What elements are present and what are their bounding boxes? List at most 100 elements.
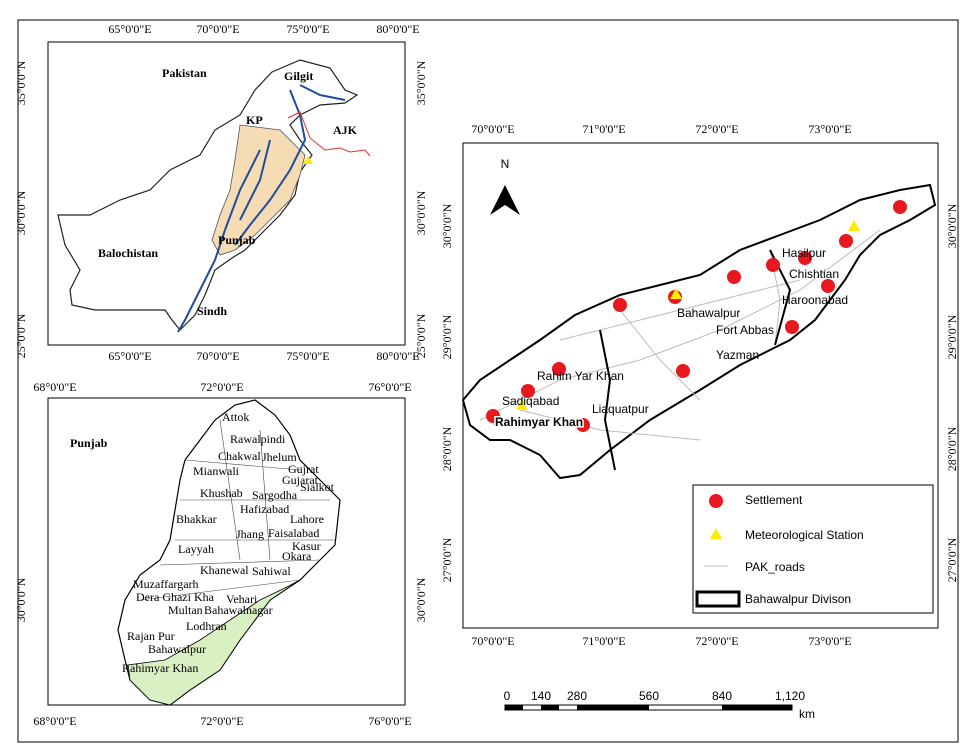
place-label: Sadiqabad bbox=[502, 394, 559, 408]
place-label: Rahimyar Khan bbox=[495, 415, 583, 429]
scale-label: 280 bbox=[567, 689, 587, 703]
x-tick-label: 70°0'0"E bbox=[471, 122, 514, 136]
x-tick-label: 75°0'0"E bbox=[286, 22, 329, 36]
district-label: Layyah bbox=[178, 542, 214, 556]
x-tick-label: 71°0'0"E bbox=[582, 122, 625, 136]
x-tick-label: 75°0'0"E bbox=[286, 349, 329, 363]
place-label: Haroonabad bbox=[782, 293, 848, 307]
y-tick-label: 35°0'0"N bbox=[14, 60, 28, 105]
x-tick-label: 70°0'0"E bbox=[196, 22, 239, 36]
district-label: Sargodha bbox=[252, 488, 298, 502]
district-label: Sialkot bbox=[300, 480, 335, 494]
north-arrow bbox=[490, 185, 520, 215]
punjab-frame bbox=[47, 397, 406, 706]
place-label: Rahim Yar Khan bbox=[537, 369, 624, 383]
district-label: Khanewal bbox=[200, 563, 249, 577]
x-tick-label: 72°0'0"E bbox=[695, 634, 738, 648]
legend-symbol bbox=[709, 494, 723, 508]
y-tick-label: 30°0'0"N bbox=[440, 203, 454, 248]
region-label: AJK bbox=[333, 123, 358, 137]
district-label: Bhakkar bbox=[176, 512, 217, 526]
station bbox=[848, 220, 860, 231]
district-label: Chakwal bbox=[218, 449, 261, 463]
x-tick-label: 80°0'0"E bbox=[376, 22, 419, 36]
district-label: Lodhran bbox=[186, 619, 227, 633]
place-label: Fort Abbas bbox=[716, 323, 774, 337]
district-label: Khushab bbox=[200, 486, 243, 500]
legend-label: Bahawalpur Divison bbox=[745, 592, 851, 606]
border-line bbox=[287, 111, 371, 157]
district-label: Dera Ghazi Kha bbox=[136, 590, 215, 604]
region-label: Punjab bbox=[218, 233, 256, 247]
region-label: Sindh bbox=[197, 304, 227, 318]
district-label: Lahore bbox=[290, 512, 324, 526]
y-tick-label: 29°0'0"N bbox=[440, 314, 454, 359]
scale-bar bbox=[541, 705, 559, 710]
y-tick-label: 25°0'0"N bbox=[14, 313, 28, 358]
pakistan-outline bbox=[57, 59, 359, 331]
x-tick-label: 80°0'0"E bbox=[376, 349, 419, 363]
station bbox=[670, 288, 682, 299]
x-tick-label: 76°0'0"E bbox=[368, 714, 411, 728]
district-label: Jhang bbox=[236, 527, 264, 541]
district-label: Bahawalnagar bbox=[204, 603, 273, 617]
y-tick-label: 27°0'0"N bbox=[945, 537, 959, 582]
settlement bbox=[552, 362, 566, 376]
settlement bbox=[486, 409, 500, 423]
region-label: KP bbox=[246, 113, 263, 127]
x-tick-label: 73°0'0"E bbox=[808, 122, 851, 136]
settlement bbox=[893, 200, 907, 214]
scale-unit: km bbox=[799, 707, 815, 721]
district-label: Kasur bbox=[292, 539, 321, 553]
district-label: Gujarat bbox=[282, 473, 319, 487]
punjab-region bbox=[211, 124, 306, 256]
region-label: Gilgit bbox=[284, 69, 313, 83]
legend-symbol bbox=[710, 528, 722, 539]
y-tick-label: 30°0'0"N bbox=[14, 577, 28, 622]
y-tick-label: 25°0'0"N bbox=[414, 313, 428, 358]
scale-label: 560 bbox=[639, 689, 659, 703]
division-region bbox=[127, 579, 301, 706]
x-tick-label: 72°0'0"E bbox=[200, 714, 243, 728]
scale-bar bbox=[722, 705, 792, 710]
place-label: Yazman bbox=[716, 348, 759, 362]
legend-label: Settlement bbox=[745, 493, 803, 507]
scale-label: 0 bbox=[504, 689, 511, 703]
x-tick-label: 70°0'0"E bbox=[471, 634, 514, 648]
district-label: Attok bbox=[222, 410, 249, 424]
district-label: Jhelum bbox=[262, 450, 297, 464]
division-outline bbox=[461, 183, 937, 480]
district-label: Rajan Pur bbox=[127, 629, 175, 643]
y-tick-label: 27°0'0"N bbox=[440, 537, 454, 582]
x-tick-label: 70°0'0"E bbox=[196, 349, 239, 363]
settlement bbox=[613, 298, 627, 312]
district-label: Mianwali bbox=[193, 464, 240, 478]
x-tick-label: 72°0'0"E bbox=[695, 122, 738, 136]
y-tick-label: 30°0'0"N bbox=[414, 577, 428, 622]
district-label: Bahawalpur bbox=[148, 642, 206, 656]
x-tick-label: 65°0'0"E bbox=[108, 349, 151, 363]
district-label: Muzaffargarh bbox=[133, 577, 199, 591]
panel-title: Pakistan bbox=[162, 66, 207, 80]
x-tick-label: 73°0'0"E bbox=[808, 634, 851, 648]
legend-label: PAK_roads bbox=[745, 560, 805, 574]
settlement bbox=[798, 251, 812, 265]
x-tick-label: 76°0'0"E bbox=[368, 380, 411, 394]
place-label: Bahawalpur bbox=[677, 306, 740, 320]
y-tick-label: 28°0'0"N bbox=[440, 426, 454, 471]
x-tick-label: 72°0'0"E bbox=[200, 380, 243, 394]
y-tick-label: 30°0'0"N bbox=[414, 190, 428, 235]
x-tick-label: 65°0'0"E bbox=[108, 22, 151, 36]
x-tick-label: 71°0'0"E bbox=[582, 634, 625, 648]
region-label: Balochistan bbox=[98, 246, 158, 260]
rivers bbox=[177, 84, 346, 333]
y-tick-label: 29°0'0"N bbox=[945, 314, 959, 359]
settlement bbox=[785, 320, 799, 334]
district-label: Rawalpindi bbox=[230, 432, 286, 446]
district-label: Hafizabad bbox=[240, 502, 289, 516]
station-marker bbox=[303, 156, 313, 164]
station bbox=[516, 399, 528, 410]
y-tick-label: 35°0'0"N bbox=[414, 60, 428, 105]
settlement bbox=[821, 279, 835, 293]
x-tick-label: 68°0'0"E bbox=[33, 714, 76, 728]
